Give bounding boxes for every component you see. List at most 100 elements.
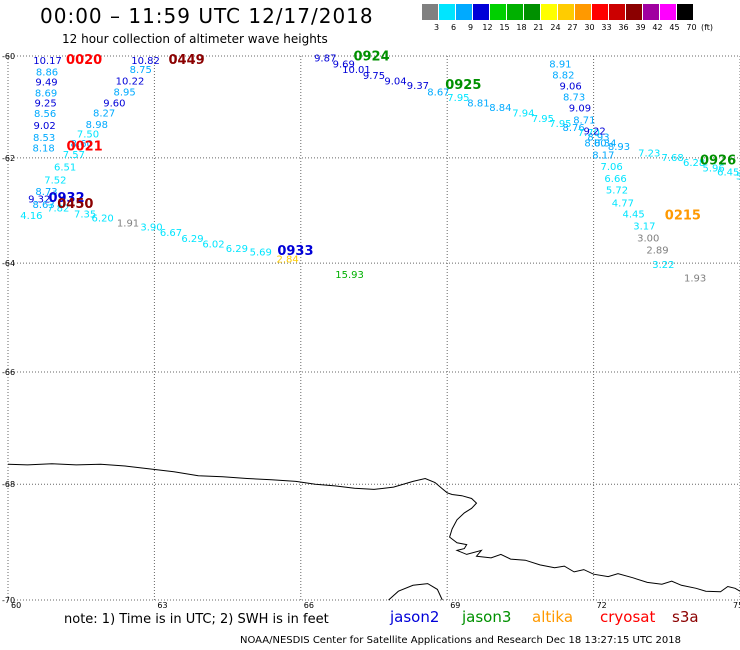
wave-height-value: 8.86	[36, 68, 58, 79]
pass-time-label: 0450	[57, 197, 93, 212]
legend-swatch	[660, 4, 677, 20]
wave-height-value: 9.04	[384, 77, 406, 88]
wave-height-value: 6.45	[717, 167, 739, 178]
pass-time-label: 0021	[67, 140, 103, 155]
legend-swatch	[677, 4, 694, 20]
wave-height-value: 10.17	[33, 56, 62, 67]
wave-height-value: 5.96	[703, 163, 725, 174]
legend-unit: (ft)	[700, 23, 714, 32]
legend-label: 42	[652, 23, 663, 32]
footer-note: note: 1) Time is in UTC; 2) SWH is in fe…	[64, 612, 329, 627]
wave-height-map: 60 63 66 69 72 75 -60 -62 -64 -66 -68 -70 10.178.86…	[2, 50, 740, 608]
legend-swatch	[490, 4, 507, 20]
wave-height-value: 8.27	[93, 109, 115, 120]
wave-height-value: 7.06	[601, 162, 623, 173]
legend-swatch	[626, 4, 643, 20]
wave-height-value: 8.56	[34, 109, 56, 120]
wave-height-value: 9.49	[35, 78, 57, 89]
wave-height-value: 7.95	[447, 93, 469, 104]
wave-height-value: 8.73	[35, 187, 57, 198]
wave-height-value: 6.66	[604, 174, 626, 185]
wave-height-value: 8.93	[608, 142, 630, 153]
wave-height-value: 1.93	[684, 273, 706, 284]
wave-height-value: 8.93	[587, 132, 609, 143]
wave-height-value: 7.70	[578, 128, 600, 139]
wave-height-value: 8.69	[35, 88, 57, 99]
antarctic-coastline	[7, 463, 740, 593]
wave-height-value: 5.72	[606, 185, 628, 196]
wave-height-value: 8.67	[427, 87, 449, 98]
satellite-altika: altika	[532, 608, 574, 626]
data-point-layer: 10.178.869.498.699.258.569.028.538.18 10.…	[20, 54, 740, 285]
wave-height-value: 6.02	[202, 240, 224, 251]
satellite-cryosat: cryosat	[600, 608, 656, 626]
wave-height-value: 8.95	[113, 87, 135, 98]
wave-height-value: 9.60	[103, 98, 125, 109]
legend-label: 9	[467, 23, 474, 32]
wave-height-value: 8.53	[33, 133, 55, 144]
wave-height-value: 9.06	[560, 82, 582, 93]
coastline-layer	[7, 463, 740, 601]
legend-swatch	[609, 4, 626, 20]
legend-label: 3	[433, 23, 440, 32]
wave-height-value: 6.20	[92, 214, 114, 225]
legend-swatch	[592, 4, 609, 20]
pass-time-label: 0933	[277, 244, 313, 259]
legend-label: 45	[669, 23, 680, 32]
wave-height-value: 8.60	[71, 139, 93, 150]
wave-height-value: 6.51	[54, 162, 76, 173]
wave-height-value: 6.28	[683, 158, 705, 169]
wave-height-value: 7.35	[74, 209, 96, 220]
legend-label: 15	[499, 23, 510, 32]
wave-height-value: 8.73	[563, 92, 585, 103]
legend-label: 6	[450, 23, 457, 32]
satellite-jason3: jason3	[462, 608, 512, 626]
wave-height-value: 3.90	[140, 223, 162, 234]
wave-height-value: 2.89	[646, 246, 668, 257]
legend-label: 12	[482, 23, 493, 32]
wave-height-value: 9.22	[583, 127, 605, 138]
wave-height-value: 8.18	[32, 144, 54, 155]
wave-height-value: 7.52	[44, 175, 66, 186]
wave-height-value: 10.22	[116, 77, 145, 88]
x-tick-label: 75	[733, 601, 740, 608]
y-tick-label: -70	[2, 596, 15, 605]
x-tick-label: 69	[450, 601, 460, 608]
wave-height-value: 8.75	[130, 65, 152, 76]
wave-height-value: 8.82	[552, 71, 574, 82]
legend-label: 18	[516, 23, 527, 32]
wave-height-value: 4.45	[622, 209, 644, 220]
legend-label: 36	[618, 23, 629, 32]
x-tick-label: 72	[597, 601, 607, 608]
satellite-jason2: jason2	[390, 608, 440, 626]
legend-label: 33	[601, 23, 612, 32]
y-tick-label: -68	[2, 480, 15, 489]
legend-label: 70	[686, 23, 697, 32]
wave-height-value: 7.95	[549, 119, 571, 130]
wave-height-value: 9.02	[33, 121, 55, 132]
wave-height-value: 8.71	[573, 115, 595, 126]
legend-swatch	[456, 4, 473, 20]
wave-height-value: 8.63	[32, 200, 54, 211]
legend-swatch	[541, 4, 558, 20]
wave-height-value: 2.84	[276, 255, 298, 266]
wave-height-value: 3.00	[637, 233, 659, 244]
wave-height-value: 8.17	[592, 150, 614, 161]
pass-time-label: 0215	[665, 209, 701, 224]
wave-height-value: 7.57	[63, 150, 85, 161]
wave-height-value: 8.76	[562, 123, 584, 134]
wave-height-value: 7.68	[662, 153, 684, 164]
wave-height-value: 10.01	[342, 65, 371, 76]
legend-swatch	[473, 4, 490, 20]
wave-height-value: 7.23	[638, 148, 660, 159]
legend-label: 27	[567, 23, 578, 32]
wave-height-value: 8.34	[594, 138, 616, 149]
wave-height-value: 3.17	[633, 222, 655, 233]
legend-label: 24	[550, 23, 561, 32]
wave-height-value: 9.37	[407, 81, 429, 92]
y-tick-label: -62	[2, 154, 15, 163]
footer-credit: NOAA/NESDIS Center for Satellite Applica…	[240, 635, 682, 646]
wave-height-value: 8.81	[467, 98, 489, 109]
page-title: 00:00 – 11:59 UTC 12/17/2018	[40, 4, 374, 28]
legend-label: 21	[533, 23, 544, 32]
